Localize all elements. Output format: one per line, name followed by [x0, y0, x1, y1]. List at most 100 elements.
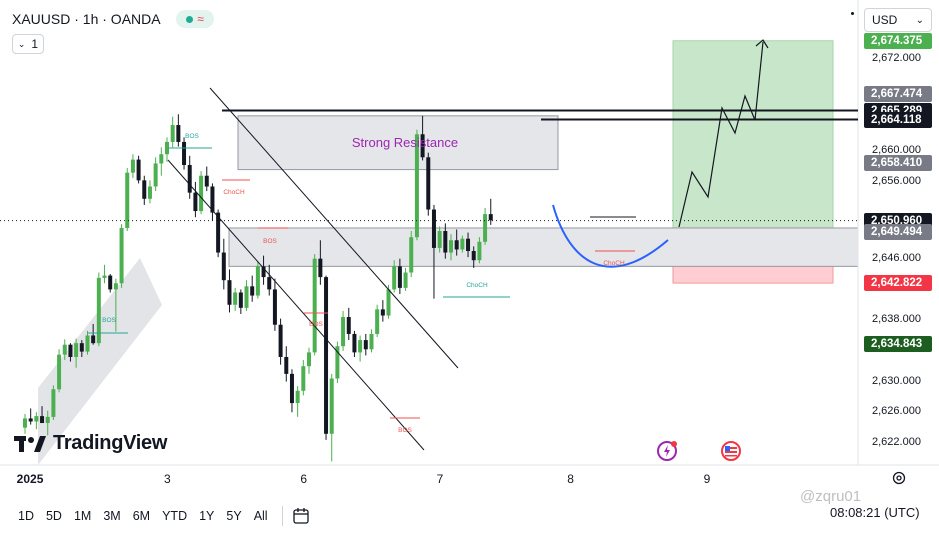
candle — [238, 289, 243, 314]
candle — [329, 373, 334, 462]
interval-value: 1 — [31, 37, 39, 51]
candle — [471, 246, 476, 268]
candle — [62, 339, 67, 361]
price-tick: 2,622.000 — [872, 436, 921, 448]
candle — [85, 330, 90, 355]
candle — [57, 349, 62, 393]
tradingview-logo[interactable]: TradingView — [14, 432, 167, 455]
projection-path[interactable] — [678, 41, 764, 228]
candle — [147, 180, 152, 204]
grid-layer — [0, 0, 939, 466]
candle — [204, 166, 209, 192]
candle — [335, 341, 340, 384]
candle — [125, 168, 130, 232]
candle — [34, 412, 39, 430]
range-button-5y[interactable]: 5Y — [226, 508, 242, 523]
candle — [414, 129, 419, 241]
choch-marker[interactable]: ChoCH — [443, 282, 510, 298]
drawings-layer: BOS ChoCH BOS BOS BOS BOS ChoCH ChoCH — [0, 39, 858, 451]
time-tick: 9 — [703, 472, 711, 486]
price-tag: 2,667.474 — [864, 85, 932, 102]
time-tick: 6 — [300, 472, 307, 486]
price-tag: 2,674.375 — [864, 32, 932, 49]
settings-gear-icon[interactable] — [891, 470, 907, 486]
logo-wordmark: TradingView — [53, 432, 168, 454]
more-dot-icon — [851, 12, 854, 15]
candle — [28, 408, 33, 425]
range-button-6m[interactable]: 6M — [132, 508, 151, 523]
candle — [136, 155, 141, 184]
candle — [397, 258, 402, 295]
candle — [79, 340, 84, 357]
range-button-3m[interactable]: 3M — [103, 508, 121, 523]
bos-marker[interactable]: BOS — [390, 417, 420, 434]
range-button-1d[interactable]: 1D — [18, 508, 34, 523]
wave-icon: ≈ — [197, 12, 204, 26]
choch-label: ChoCH — [466, 282, 488, 289]
candles-layer — [23, 114, 493, 462]
candle — [420, 115, 425, 161]
rising-channel[interactable] — [38, 258, 162, 465]
target-zone[interactable] — [672, 40, 834, 233]
price-tick: 2,656.000 — [872, 174, 921, 187]
bos-marker[interactable]: BOS — [88, 317, 128, 334]
rounding-bottom-curve[interactable] — [552, 204, 669, 268]
candle — [312, 254, 317, 356]
channel-lower-line[interactable] — [167, 159, 425, 451]
bottom-toolbar: 1D 5D 1M 3M 6M YTD 1Y 5Y All — [0, 498, 939, 533]
candle — [210, 183, 215, 221]
projection-arrow-icon — [755, 39, 769, 49]
us-flag-event-icon[interactable] — [720, 440, 742, 462]
candle — [119, 224, 124, 288]
candle — [375, 304, 380, 338]
calendar-range-icon[interactable] — [291, 506, 311, 526]
chevron-down-icon: ⌄ — [17, 38, 26, 49]
candle — [403, 267, 408, 291]
bos-label: BOS — [398, 427, 412, 434]
strong-resistance-zone[interactable] — [237, 115, 559, 171]
candle — [289, 369, 294, 413]
candle — [358, 335, 363, 362]
channel-upper-line[interactable] — [209, 87, 459, 369]
time-tick: 7 — [436, 472, 444, 486]
support-zone[interactable] — [228, 227, 859, 267]
choch-marker[interactable]: ChoCH — [595, 250, 635, 267]
market-status-badge[interactable]: ≈ — [176, 10, 214, 28]
zones-layer — [38, 40, 859, 465]
bos-marker[interactable]: BOS — [304, 312, 328, 328]
symbol-title[interactable]: XAUUSD · 1h · OANDA — [12, 11, 161, 27]
chevron-down-icon: ⌄ — [915, 14, 924, 26]
range-button-all[interactable]: All — [253, 508, 268, 523]
candle — [363, 333, 368, 356]
candle — [346, 307, 351, 341]
range-button-5d[interactable]: 5D — [45, 508, 62, 523]
price-tag: 2,634.843 — [864, 336, 932, 353]
range-button-ytd[interactable]: YTD — [162, 508, 188, 523]
candle — [352, 330, 357, 357]
candle — [170, 116, 175, 148]
currency-select[interactable]: USD ⌄ — [864, 8, 932, 32]
bos-marker[interactable]: BOS — [258, 227, 288, 245]
interval-toggle[interactable]: ⌄ 1 — [12, 34, 44, 54]
candle — [324, 275, 329, 440]
bos-label: BOS — [309, 321, 323, 328]
range-button-1m[interactable]: 1M — [73, 508, 92, 523]
candle — [454, 229, 459, 256]
choch-marker[interactable]: ChoCH — [222, 179, 250, 196]
bos-marker[interactable]: BOS — [168, 133, 212, 149]
utc-clock[interactable]: 08:08:21 (UTC) — [830, 505, 920, 520]
choch-label: ChoCH — [223, 189, 245, 196]
candle — [477, 237, 482, 264]
candle — [386, 284, 391, 319]
currency-value: USD — [872, 13, 898, 27]
candle — [318, 240, 323, 285]
candle — [187, 155, 192, 199]
range-button-1y[interactable]: 1Y — [199, 508, 215, 523]
candle — [301, 360, 306, 396]
price-tick: 2,646.000 — [872, 251, 921, 264]
candle — [113, 278, 118, 332]
tradingview-mark-icon — [14, 435, 46, 452]
candle — [272, 278, 277, 331]
dividend-event-icon[interactable] — [656, 440, 678, 462]
